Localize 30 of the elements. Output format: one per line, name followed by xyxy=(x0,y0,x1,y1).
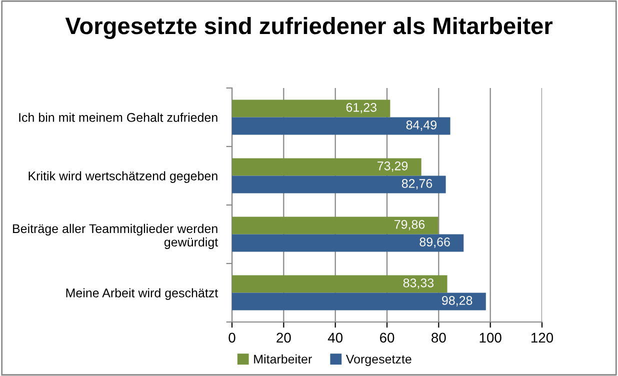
x-tick-label: 20 xyxy=(276,332,291,343)
y-tick-label: Meine Arbeit wird geschätzt xyxy=(66,288,218,300)
chart-title: Vorgesetzte sind zufriedener als Mitarbeiter xyxy=(65,16,552,40)
x-tick-label: 40 xyxy=(328,332,343,343)
x-tick-label: 80 xyxy=(432,332,446,343)
bar xyxy=(232,275,448,293)
data-label: 84,49 xyxy=(406,120,437,131)
bar xyxy=(232,117,450,135)
data-label: 98,28 xyxy=(442,296,472,306)
bar xyxy=(232,176,446,194)
data-label: 79,86 xyxy=(394,220,425,230)
bar xyxy=(232,100,390,118)
x-tick-label: 60 xyxy=(380,332,394,343)
y-tick-label: Kritik wird wertschätzend gegeben xyxy=(28,171,218,183)
data-label: 89,66 xyxy=(420,238,450,248)
x-tick-label: 120 xyxy=(531,332,554,343)
data-label: 83,33 xyxy=(403,278,434,289)
legend-label: Vorgesetzte xyxy=(346,354,412,366)
data-label: 61,23 xyxy=(346,102,376,114)
bar xyxy=(232,216,438,234)
y-tick-label: Ich bin mit meinem Gehalt zufrieden xyxy=(19,112,218,122)
bar xyxy=(232,292,486,310)
x-tick-label: 100 xyxy=(480,332,502,343)
bar xyxy=(232,158,422,176)
y-tick-label: Beiträge aller Teammitglieder werden gewürdigt xyxy=(13,224,218,250)
legend-label: Mitarbeiter xyxy=(254,354,312,364)
data-label: 82,76 xyxy=(402,179,432,190)
x-tick-label: 0 xyxy=(228,332,236,343)
bar xyxy=(232,234,464,252)
data-label: 73,29 xyxy=(378,161,408,172)
